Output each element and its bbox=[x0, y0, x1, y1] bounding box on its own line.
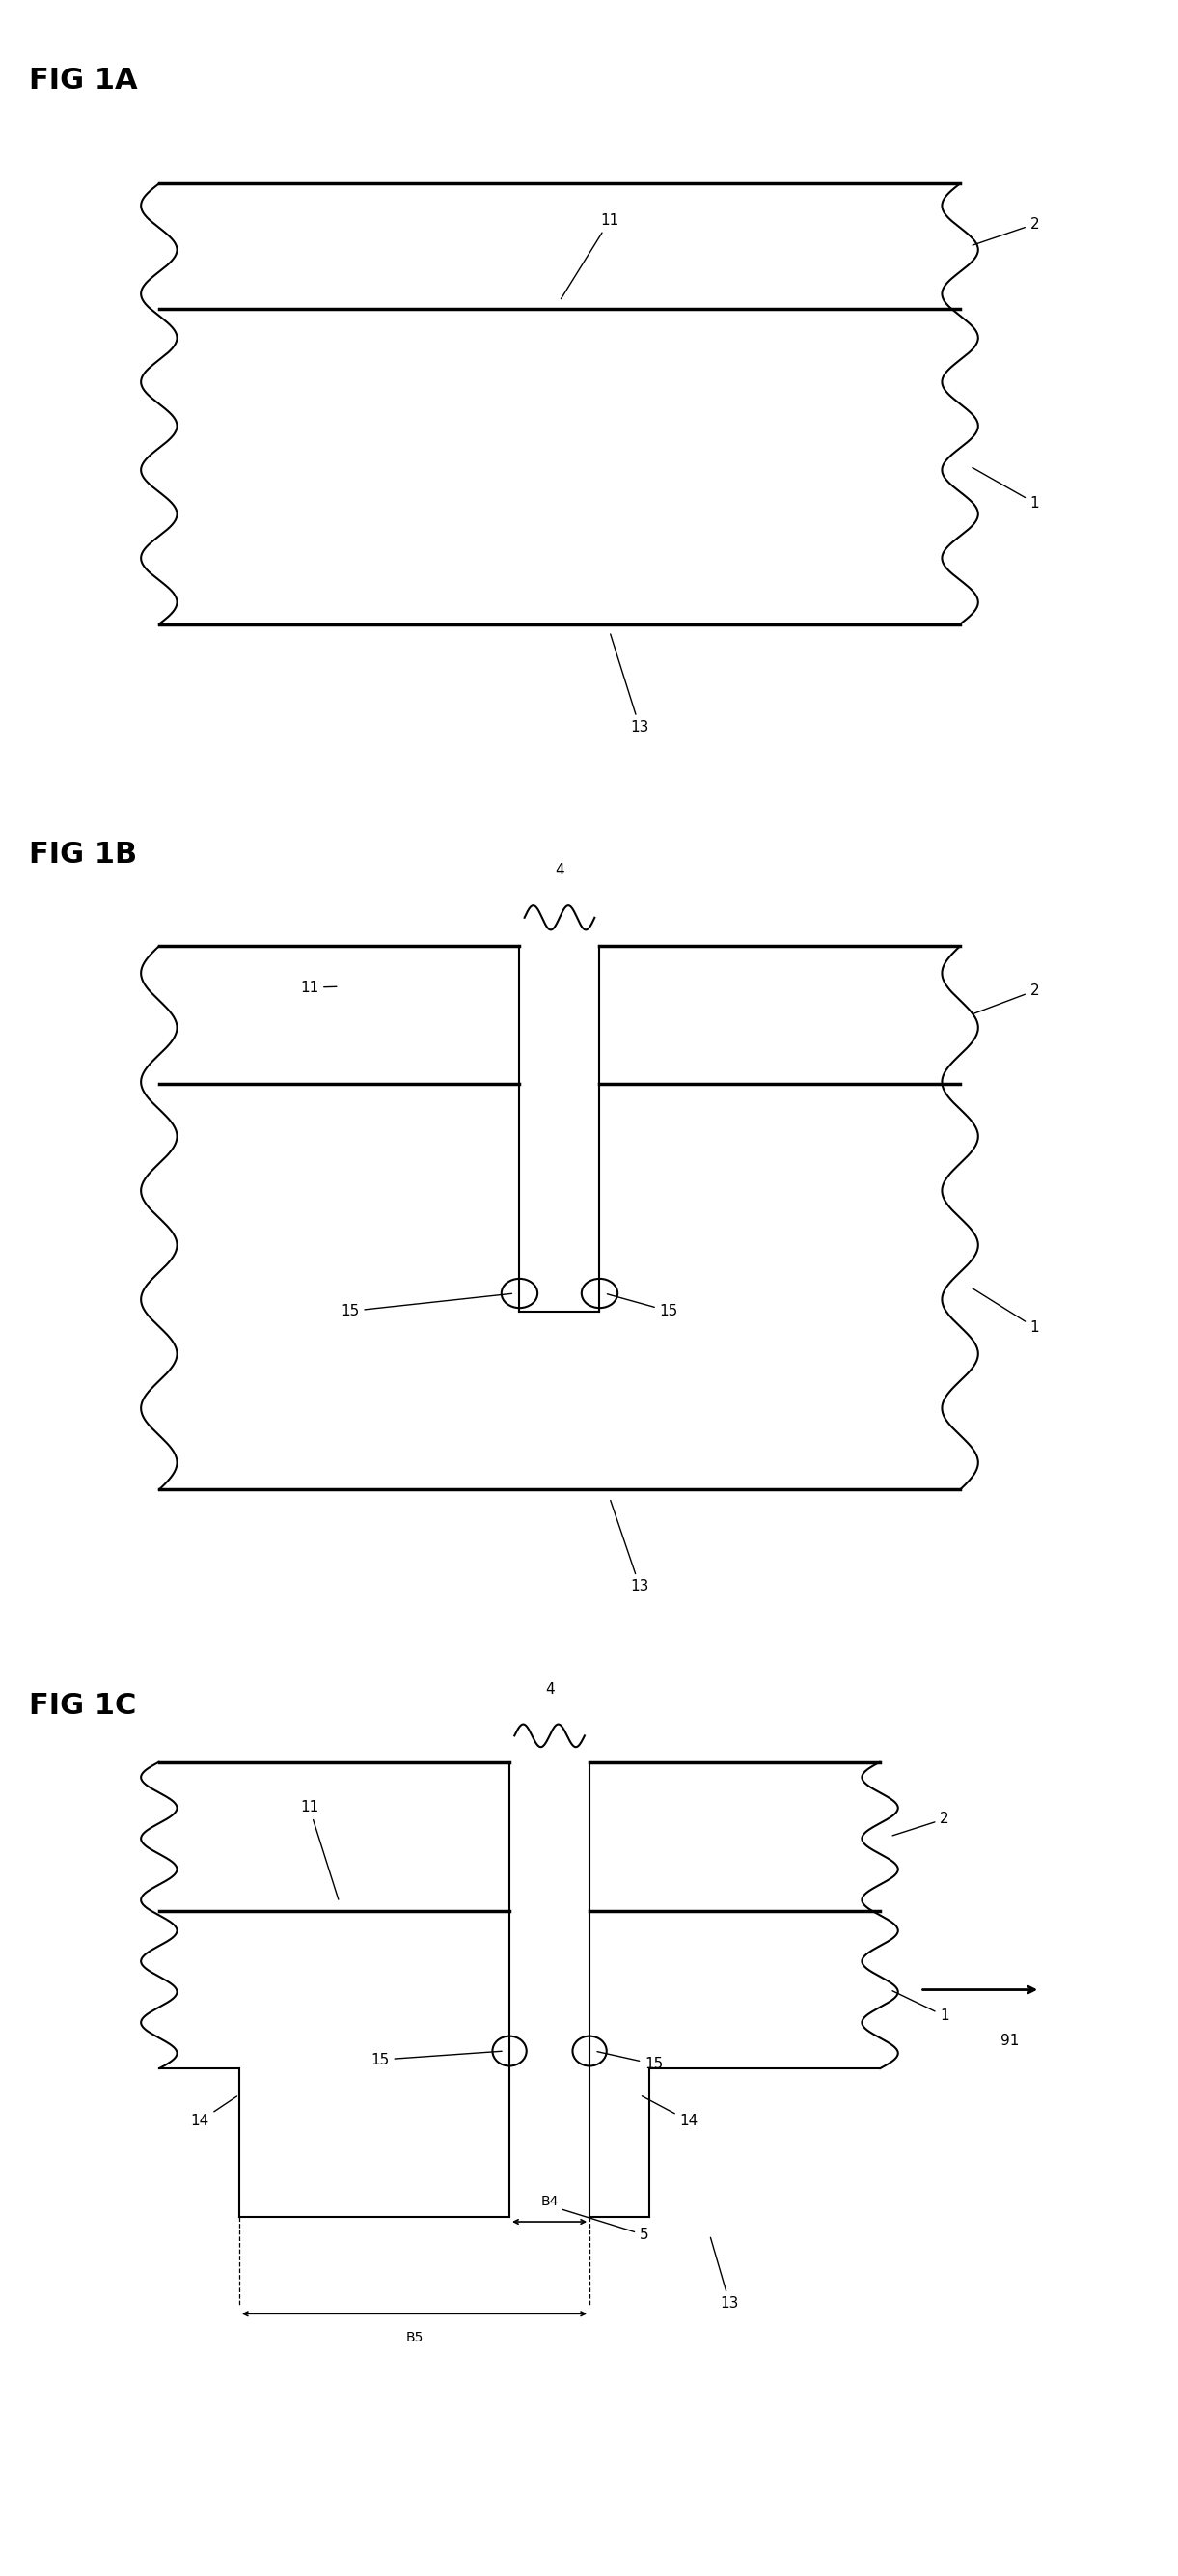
Text: 1: 1 bbox=[972, 469, 1039, 510]
Text: 2: 2 bbox=[973, 216, 1039, 245]
Text: 1: 1 bbox=[972, 1288, 1039, 1334]
Text: B4: B4 bbox=[541, 2195, 558, 2208]
Text: 15: 15 bbox=[597, 2050, 663, 2071]
Text: 15: 15 bbox=[607, 1293, 679, 1319]
Text: 5: 5 bbox=[562, 2210, 649, 2241]
Text: 13: 13 bbox=[610, 634, 649, 734]
Text: 15: 15 bbox=[340, 1293, 511, 1319]
Text: 11: 11 bbox=[561, 214, 618, 299]
Text: 11: 11 bbox=[300, 981, 337, 994]
Text: 13: 13 bbox=[710, 2239, 739, 2311]
Text: 91: 91 bbox=[1001, 2032, 1019, 2048]
Text: B5: B5 bbox=[405, 2331, 423, 2344]
Text: 14: 14 bbox=[191, 2097, 237, 2128]
Text: 14: 14 bbox=[642, 2097, 699, 2128]
Text: 2: 2 bbox=[893, 1811, 949, 1837]
Text: 11: 11 bbox=[300, 1801, 338, 1899]
Text: FIG 1A: FIG 1A bbox=[28, 67, 138, 95]
Text: 4: 4 bbox=[555, 863, 564, 876]
Text: 2: 2 bbox=[973, 984, 1039, 1015]
Text: 1: 1 bbox=[893, 1991, 949, 2022]
Text: 15: 15 bbox=[371, 2050, 502, 2066]
Text: 13: 13 bbox=[610, 1499, 649, 1595]
Text: FIG 1C: FIG 1C bbox=[28, 1692, 137, 1721]
Text: FIG 1B: FIG 1B bbox=[28, 840, 137, 868]
Text: 4: 4 bbox=[545, 1682, 554, 1695]
